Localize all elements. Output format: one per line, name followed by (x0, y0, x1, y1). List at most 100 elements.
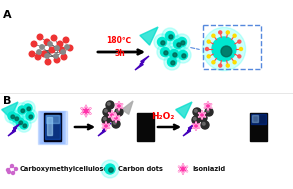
Circle shape (6, 169, 9, 171)
Circle shape (238, 55, 241, 58)
Polygon shape (140, 27, 158, 45)
Circle shape (226, 31, 229, 34)
Text: B: B (3, 96, 11, 106)
Circle shape (45, 59, 51, 65)
Circle shape (103, 117, 106, 120)
Circle shape (168, 57, 176, 67)
Circle shape (41, 51, 47, 57)
Circle shape (49, 47, 55, 53)
Circle shape (233, 61, 236, 64)
Bar (41, 112, 63, 142)
Text: Carboxymethylcellulose: Carboxymethylcellulose (20, 166, 109, 172)
Circle shape (51, 35, 57, 41)
Circle shape (101, 160, 119, 178)
Polygon shape (183, 123, 196, 136)
Bar (251, 115, 258, 122)
Circle shape (54, 57, 60, 63)
Circle shape (201, 121, 209, 129)
Bar (42, 112, 62, 142)
Circle shape (105, 164, 115, 174)
Circle shape (11, 115, 15, 119)
Bar (45, 115, 59, 123)
Bar (250, 113, 267, 141)
Polygon shape (81, 105, 91, 117)
Circle shape (219, 31, 222, 34)
Circle shape (177, 43, 181, 47)
Circle shape (19, 121, 23, 125)
Circle shape (16, 118, 24, 126)
Text: 180℃: 180℃ (106, 36, 131, 45)
Circle shape (182, 54, 186, 58)
Circle shape (202, 27, 246, 71)
Circle shape (59, 47, 65, 53)
Polygon shape (178, 163, 188, 174)
Bar (137, 113, 154, 141)
Circle shape (57, 41, 63, 47)
Circle shape (178, 50, 188, 60)
Bar (203, 25, 261, 69)
Circle shape (5, 109, 19, 123)
Circle shape (171, 61, 175, 65)
Circle shape (206, 109, 209, 112)
Circle shape (35, 54, 41, 60)
Circle shape (26, 112, 34, 120)
Circle shape (14, 167, 18, 170)
Polygon shape (122, 101, 133, 114)
Circle shape (212, 34, 215, 37)
Circle shape (178, 37, 187, 46)
Circle shape (63, 37, 69, 43)
Circle shape (175, 47, 191, 63)
Circle shape (61, 54, 67, 60)
Circle shape (23, 109, 37, 123)
Circle shape (199, 114, 207, 122)
Circle shape (45, 54, 49, 58)
Circle shape (194, 109, 197, 112)
Bar (47, 117, 52, 135)
Circle shape (103, 108, 111, 116)
Circle shape (18, 106, 26, 114)
Circle shape (21, 109, 25, 113)
Circle shape (12, 114, 20, 122)
Circle shape (166, 46, 182, 62)
Circle shape (193, 117, 196, 120)
Circle shape (21, 101, 35, 115)
Circle shape (173, 53, 177, 57)
Bar (39, 111, 65, 143)
Circle shape (173, 40, 183, 49)
Circle shape (44, 39, 50, 45)
Polygon shape (204, 101, 212, 111)
Circle shape (106, 101, 114, 109)
Circle shape (8, 170, 11, 174)
Text: 3h: 3h (115, 49, 126, 58)
Circle shape (67, 45, 73, 51)
Circle shape (112, 120, 120, 128)
Circle shape (207, 55, 210, 58)
Circle shape (162, 28, 178, 44)
Bar (38, 111, 67, 143)
Circle shape (161, 41, 165, 45)
Text: Isoniazid: Isoniazid (192, 166, 225, 172)
Circle shape (13, 115, 27, 129)
Polygon shape (112, 114, 120, 122)
Circle shape (205, 47, 209, 50)
Circle shape (221, 46, 232, 57)
Circle shape (40, 45, 44, 49)
Circle shape (17, 118, 31, 132)
Bar (45, 115, 59, 139)
Circle shape (109, 168, 113, 172)
Circle shape (54, 54, 58, 58)
Circle shape (11, 164, 13, 167)
Text: A: A (3, 10, 12, 20)
Circle shape (174, 34, 190, 50)
Polygon shape (8, 123, 21, 136)
Polygon shape (98, 123, 111, 136)
Circle shape (110, 115, 113, 118)
Circle shape (200, 115, 203, 118)
Circle shape (164, 54, 180, 70)
Polygon shape (102, 122, 110, 130)
Circle shape (202, 122, 205, 125)
Circle shape (113, 121, 116, 124)
Circle shape (193, 108, 201, 116)
Bar (251, 114, 265, 124)
Circle shape (55, 46, 59, 50)
